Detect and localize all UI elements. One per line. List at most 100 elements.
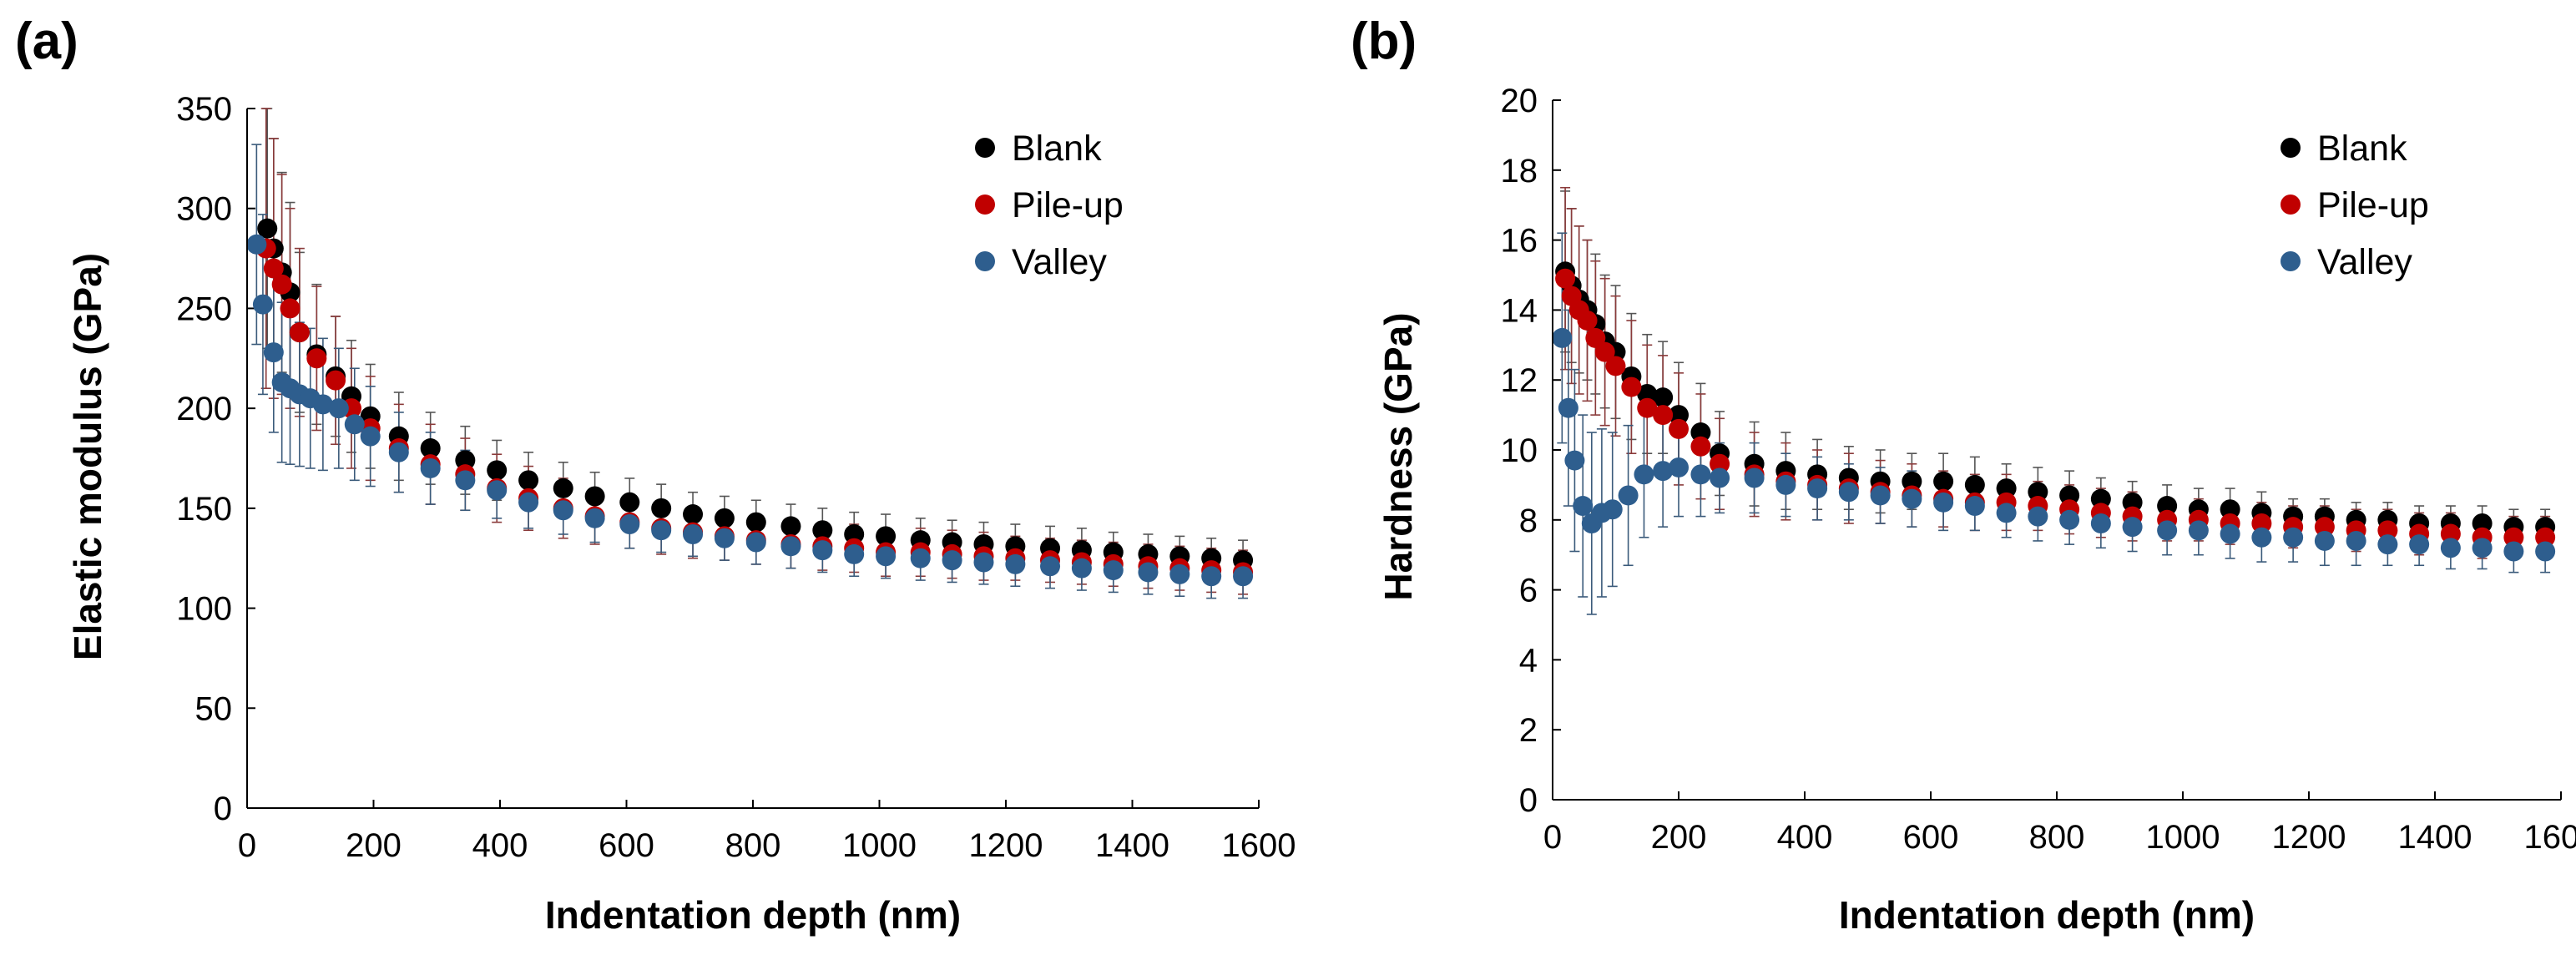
data-point-valley bbox=[1653, 461, 1674, 482]
data-point-blank bbox=[2122, 492, 2143, 513]
data-point-valley bbox=[2377, 534, 2398, 555]
data-point-blank bbox=[518, 470, 539, 491]
data-point-valley bbox=[1807, 478, 1828, 499]
data-point-blank bbox=[455, 450, 476, 471]
data-point-blank bbox=[876, 526, 897, 547]
data-point-valley bbox=[844, 543, 865, 564]
data-point-valley bbox=[518, 492, 539, 513]
legend-label-valley: Valley bbox=[1012, 242, 1107, 282]
x-tick-label: 1600 bbox=[2524, 819, 2576, 856]
data-point-valley bbox=[1602, 499, 1623, 520]
data-point-blank bbox=[844, 523, 865, 544]
data-point-valley bbox=[876, 546, 897, 567]
data-point-valley bbox=[1744, 467, 1765, 488]
panel-b-x-axis-title: Indentation depth (nm) bbox=[1839, 893, 2255, 937]
panel-a-x-axis-title: Indentation depth (nm) bbox=[545, 893, 961, 937]
data-point-blank bbox=[1996, 478, 2017, 499]
data-point-valley bbox=[812, 540, 833, 561]
data-point-pile-up bbox=[289, 322, 310, 343]
data-point-valley bbox=[910, 548, 931, 568]
legend-marker-pile-up bbox=[975, 195, 995, 215]
data-point-blank bbox=[780, 516, 801, 537]
y-tick-label: 150 bbox=[176, 491, 232, 528]
x-tick-label: 1000 bbox=[2146, 819, 2220, 856]
legend-marker-valley bbox=[975, 251, 995, 271]
data-point-valley bbox=[2409, 534, 2430, 555]
panel-a-ticks: 0 200 400 600 800 1000 1200 1400 1600 0 50 100 150 20… bbox=[176, 91, 1296, 864]
data-point-pile-up bbox=[1621, 376, 1642, 397]
data-point-valley bbox=[487, 480, 508, 501]
data-point-valley bbox=[1996, 503, 2017, 523]
x-tick-label: 0 bbox=[238, 827, 256, 864]
panel-b-data-points bbox=[1552, 261, 2556, 562]
data-point-valley bbox=[2314, 530, 2335, 551]
y-tick-label: 6 bbox=[1519, 573, 1538, 609]
data-point-pile-up bbox=[1594, 341, 1615, 362]
data-point-blank bbox=[619, 492, 640, 513]
data-point-valley bbox=[312, 394, 333, 415]
data-point-valley bbox=[455, 470, 476, 491]
y-tick-label: 4 bbox=[1519, 642, 1538, 679]
y-tick-label: 12 bbox=[1501, 362, 1538, 399]
data-point-pile-up bbox=[326, 370, 346, 391]
legend-marker-pile-up bbox=[2281, 195, 2301, 215]
data-point-valley bbox=[714, 528, 735, 548]
data-point-valley bbox=[1138, 562, 1159, 583]
data-point-blank bbox=[257, 218, 278, 239]
data-point-valley bbox=[2090, 513, 2111, 533]
data-point-valley bbox=[252, 294, 273, 315]
data-point-valley bbox=[1558, 397, 1578, 418]
data-point-blank bbox=[2220, 499, 2240, 520]
y-tick-label: 16 bbox=[1501, 223, 1538, 260]
data-point-valley bbox=[1040, 556, 1061, 577]
x-tick-label: 800 bbox=[725, 827, 781, 864]
data-point-valley bbox=[745, 532, 766, 553]
data-point-valley bbox=[584, 508, 605, 528]
data-point-valley bbox=[1169, 563, 1190, 584]
data-point-valley bbox=[1933, 492, 1954, 513]
data-point-valley bbox=[780, 536, 801, 557]
panel-a-legend: Blank Pile-up Valley bbox=[975, 129, 1124, 282]
panel-a: (a) Elastic modulus (GPa) Indentation de… bbox=[15, 13, 1296, 937]
data-point-blank bbox=[812, 520, 833, 541]
legend-marker-blank bbox=[2281, 138, 2301, 158]
data-point-valley bbox=[388, 442, 409, 462]
data-point-pile-up bbox=[1577, 310, 1598, 331]
data-point-valley bbox=[2157, 520, 2178, 541]
panel-a-data-points bbox=[246, 218, 1254, 587]
data-point-pile-up bbox=[2314, 517, 2335, 538]
data-point-valley bbox=[1573, 496, 1594, 517]
data-point-blank bbox=[487, 460, 508, 481]
data-point-valley bbox=[2535, 541, 2556, 562]
data-point-valley bbox=[1564, 450, 1585, 471]
data-point-valley bbox=[942, 550, 962, 571]
data-point-valley bbox=[1618, 485, 1639, 506]
panel-a-y-axis-title: Elastic modulus (GPa) bbox=[66, 253, 109, 660]
data-point-valley bbox=[360, 426, 381, 447]
data-point-valley bbox=[2059, 509, 2080, 530]
data-point-pile-up bbox=[280, 298, 301, 319]
data-point-valley bbox=[420, 457, 441, 478]
x-tick-label: 800 bbox=[2029, 819, 2085, 856]
data-point-valley bbox=[1690, 464, 1711, 485]
legend-label-blank: Blank bbox=[1012, 129, 1102, 169]
data-point-pile-up bbox=[1669, 418, 1689, 439]
x-tick-label: 1400 bbox=[2398, 819, 2472, 856]
data-point-valley bbox=[2472, 538, 2493, 558]
legend-label-pile-up: Pile-up bbox=[2317, 185, 2429, 225]
y-tick-label: 8 bbox=[1519, 503, 1538, 539]
panel-b-ticks: 0 200 400 600 800 1000 1200 1400 1600 0 2 4 6 8 10 12 14… bbox=[1501, 83, 2576, 856]
data-point-pile-up bbox=[306, 348, 327, 369]
data-point-blank bbox=[2028, 482, 2048, 503]
x-tick-label: 1200 bbox=[969, 827, 1043, 864]
y-tick-label: 18 bbox=[1501, 153, 1538, 189]
x-tick-label: 400 bbox=[472, 827, 528, 864]
panel-b-axes bbox=[1552, 100, 2561, 801]
y-tick-label: 14 bbox=[1501, 292, 1538, 329]
data-point-blank bbox=[584, 486, 605, 507]
data-point-valley bbox=[2283, 527, 2304, 548]
data-point-blank bbox=[2090, 488, 2111, 509]
data-point-valley bbox=[1634, 464, 1654, 485]
x-tick-label: 1600 bbox=[1222, 827, 1296, 864]
